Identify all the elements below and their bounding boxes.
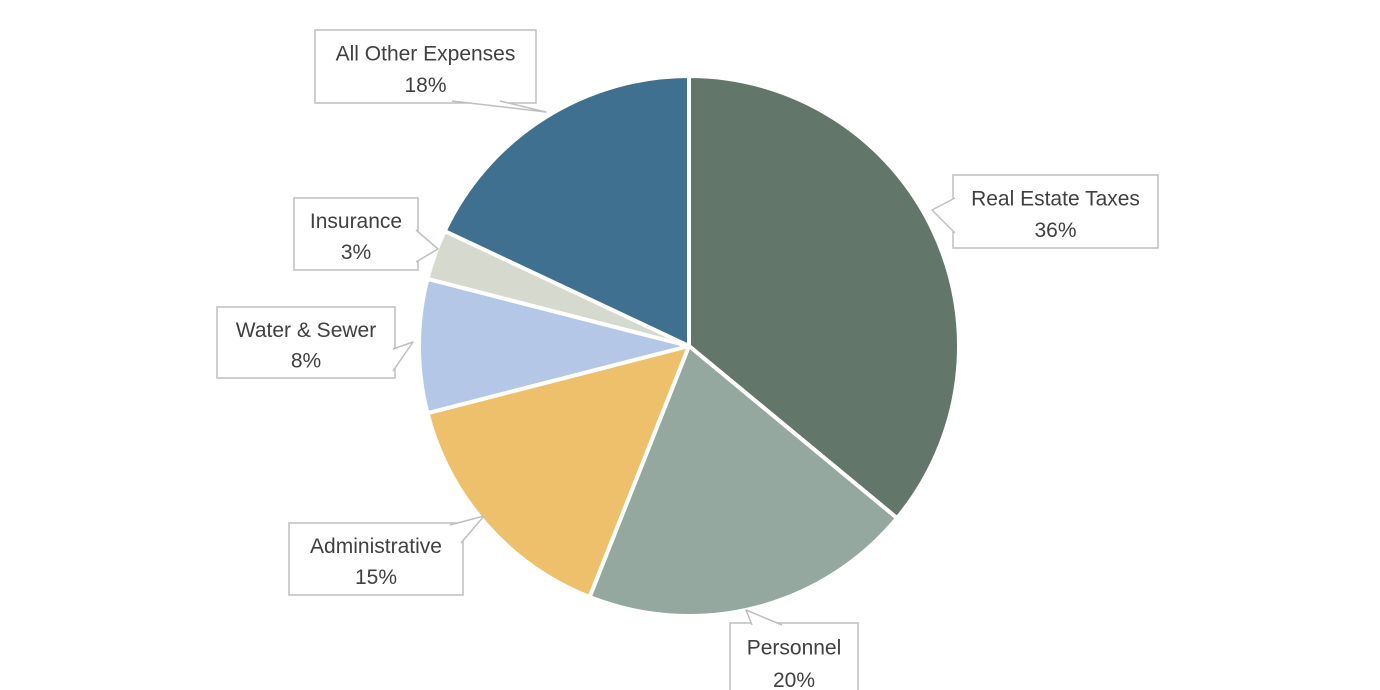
pie-slice-administrative: [425, 344, 691, 600]
callout-water-sewer: Water & Sewer 8%: [216, 306, 414, 379]
callout-pointer: [449, 515, 485, 544]
callout-box: [288, 522, 464, 596]
callout-value: 15%: [355, 566, 397, 589]
pie-slice-all-other-expenses: [442, 74, 691, 348]
callout-personnel: Personnel 20%: [729, 609, 859, 690]
callout-pointer: [451, 100, 547, 113]
callout-box: [952, 174, 1159, 249]
callout-pointer: [415, 229, 439, 263]
callout-label: Administrative: [310, 535, 442, 558]
pie-slice-personnel: [587, 344, 900, 618]
pie-slices: [417, 74, 961, 618]
callout-box: [729, 622, 859, 690]
callout-value: 3%: [341, 241, 371, 264]
callout-pointer: [745, 609, 783, 626]
callout-administrative: Administrative 15%: [288, 515, 485, 596]
callout-value: 36%: [1034, 219, 1076, 242]
callout-label: Personnel: [747, 637, 842, 660]
callout-value: 20%: [773, 669, 815, 690]
pie-slice-real-estate-taxes: [687, 74, 961, 521]
callout-label: Water & Sewer: [236, 319, 376, 342]
pie-slice-water-sewer: [417, 276, 691, 416]
callout-value: 8%: [291, 349, 321, 372]
callout-real-estate-taxes: Real Estate Taxes 36%: [931, 174, 1159, 249]
callout-box: [314, 29, 537, 104]
callout-insurance: Insurance 3%: [293, 197, 439, 271]
callout-all-other-expenses: All Other Expenses 18%: [314, 29, 547, 113]
callout-label: Insurance: [310, 210, 402, 233]
callout-pointer: [931, 197, 956, 234]
callout-label: Real Estate Taxes: [971, 188, 1140, 211]
callout-value: 18%: [404, 74, 446, 97]
callout-pointer: [392, 341, 414, 372]
callout-box: [216, 306, 396, 379]
callout-label: All Other Expenses: [336, 43, 516, 66]
callout-box: [293, 197, 419, 271]
